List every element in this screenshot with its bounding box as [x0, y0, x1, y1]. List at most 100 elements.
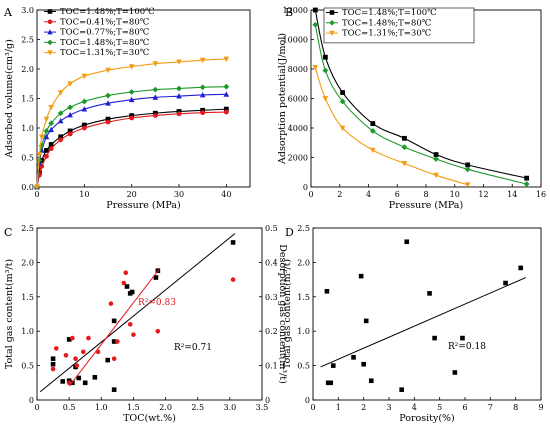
x-tick-label: 4	[412, 403, 417, 412]
data-point	[358, 273, 364, 279]
data-point	[105, 67, 111, 74]
y-tick-label: 2.0	[297, 258, 310, 267]
y-right-tick-label: 0.1	[265, 362, 278, 371]
data-point	[152, 113, 158, 119]
data-point	[111, 356, 117, 362]
legend-marker	[47, 9, 53, 14]
data-point	[43, 128, 50, 134]
data-point	[124, 284, 130, 289]
panel-a: A 0 10 20 30 40 0.0 0.5 1.0 1.5 2.0 2.5 3.0 Pressure …	[3, 6, 251, 211]
data-point	[57, 90, 64, 96]
data-point	[523, 181, 530, 187]
panel-letter: B	[285, 6, 293, 19]
x-tick-label: 0	[34, 190, 39, 199]
data-point	[230, 240, 236, 245]
data-point	[43, 116, 50, 123]
legend-label: TOC=1.31%;T=30℃	[342, 29, 431, 39]
data-point	[369, 128, 376, 134]
data-point	[401, 161, 408, 167]
panel-c: C0 0.5 1.0 1.5 2.0 2.5 3.0 3.500.51.01.52.02.50…	[4, 224, 288, 424]
data-point	[368, 378, 374, 384]
data-point	[328, 380, 334, 386]
x-tick-label: 2	[337, 190, 342, 199]
y-right-tick-label: 0.4	[265, 258, 278, 267]
x-axis-label: Porosity(%)	[399, 413, 455, 424]
data-point	[199, 57, 206, 64]
data-point	[153, 275, 159, 280]
x-tick-label: 40	[221, 190, 231, 199]
data-point	[82, 380, 88, 386]
y-tick-label: 2.5	[21, 224, 34, 233]
y-tick-label: 2.0	[21, 65, 34, 74]
y-tick-label: 1.0	[21, 327, 34, 336]
data-point	[339, 125, 346, 131]
y-right-axis-label: Desorption gas content(m³/t)	[277, 244, 288, 384]
legend-marker	[47, 19, 53, 25]
x-tick-label: 0	[34, 403, 39, 412]
panel-d: D 0 1 2 3 4 5 6 7 8 9 0 0.5 1.0 1.5 2.0 2.5 Porosity(%) To…	[282, 224, 544, 424]
data-point	[464, 166, 471, 173]
trend-line	[320, 277, 526, 368]
data-point	[60, 379, 66, 384]
data-point	[503, 280, 508, 286]
data-point	[131, 332, 136, 337]
x-tick-label: 0.5	[63, 403, 76, 412]
data-point	[66, 380, 72, 386]
data-point	[48, 146, 54, 152]
data-point	[312, 65, 319, 71]
data-point	[401, 144, 408, 151]
data-point	[48, 120, 55, 127]
data-point	[44, 148, 49, 153]
data-point	[325, 380, 331, 386]
data-point	[67, 112, 73, 118]
data-point	[433, 172, 439, 179]
data-point	[128, 64, 135, 70]
data-point	[86, 335, 91, 341]
data-point	[432, 335, 437, 341]
data-point	[57, 117, 64, 124]
x-tick-label: 2	[361, 403, 366, 412]
data-point	[105, 119, 111, 125]
data-point	[199, 91, 206, 98]
legend-marker	[329, 20, 335, 26]
x-tick-label: 14	[507, 190, 517, 199]
series-line	[36, 93, 227, 188]
y-tick-label: 1.0	[297, 327, 310, 336]
data-point	[81, 106, 88, 112]
data-point	[36, 169, 42, 175]
data-point	[50, 356, 56, 362]
x-tick-label: 8	[513, 403, 518, 412]
data-point	[370, 147, 376, 154]
x-tick-label: 0	[308, 190, 313, 199]
data-point	[452, 370, 458, 375]
data-point	[402, 135, 407, 141]
x-tick-label: 30	[174, 190, 184, 199]
y-tick-label: 12000	[283, 6, 308, 15]
legend-label: TOC=1.31%;T=30℃	[60, 48, 149, 58]
data-point	[105, 357, 111, 363]
data-point	[176, 59, 182, 65]
data-point	[340, 90, 346, 95]
axes-frame	[312, 227, 542, 401]
data-point	[223, 83, 230, 90]
data-point	[92, 374, 98, 380]
data-point	[81, 122, 87, 128]
data-point	[223, 106, 229, 112]
y-tick-label: 8000	[288, 65, 308, 74]
x-tick-label: 6	[395, 190, 400, 199]
y-tick-label: 4000	[288, 124, 308, 133]
data-point	[70, 335, 75, 341]
data-point	[152, 86, 159, 93]
panel-letter: C	[4, 226, 12, 239]
x-tick-label: 8	[423, 190, 428, 199]
data-point	[155, 328, 161, 334]
data-point	[129, 289, 135, 295]
y-tick-label: 0	[303, 183, 308, 192]
y-tick-label: 0.5	[21, 362, 34, 371]
data-point	[123, 270, 129, 276]
legend-label: TOC=1.48%;T=80℃	[342, 18, 431, 28]
series-0	[312, 7, 530, 181]
data-point	[339, 98, 346, 105]
y-right-tick-label: 0.2	[265, 327, 278, 336]
